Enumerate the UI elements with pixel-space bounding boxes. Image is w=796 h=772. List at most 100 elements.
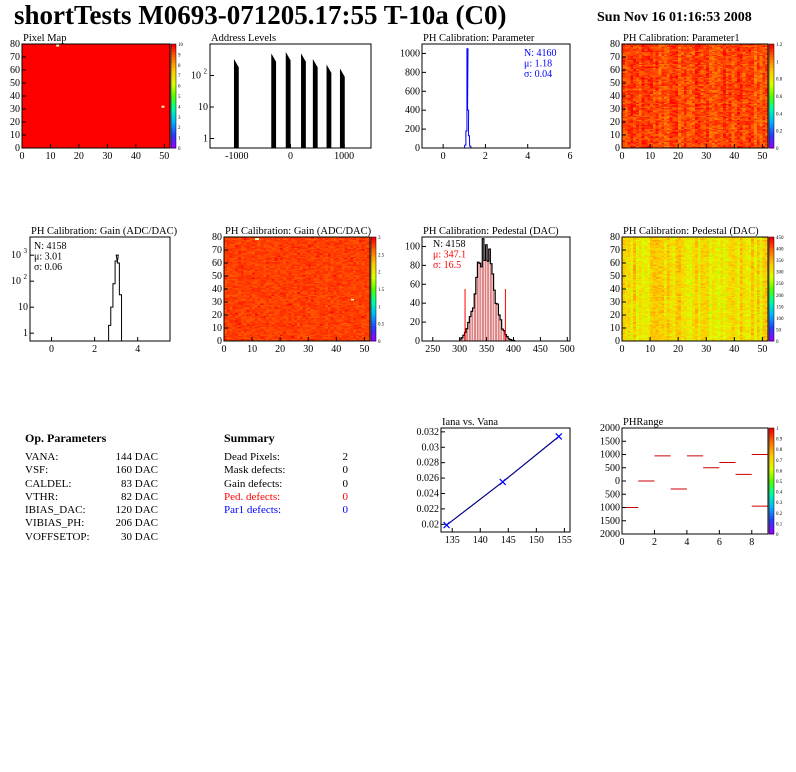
heatmap-cell xyxy=(661,70,665,72)
heatmap-cell xyxy=(672,53,676,55)
palette-cell xyxy=(171,109,176,113)
heatmap-cell xyxy=(636,50,640,53)
x-tick-label: 40 xyxy=(131,151,141,162)
heatmap-cell xyxy=(675,102,679,105)
heatmap-cell xyxy=(624,51,629,54)
y-tick-label: 1 xyxy=(203,134,208,145)
heatmap-cell xyxy=(680,60,685,63)
heatmap-cell xyxy=(627,63,631,66)
heatmap-cell xyxy=(652,124,657,127)
heatmap-cell xyxy=(678,72,682,75)
heatmap-cell xyxy=(638,103,643,106)
heatmap-cell xyxy=(630,73,634,76)
heatmap-cell xyxy=(661,111,665,114)
heatmap-cell xyxy=(627,53,631,55)
heatmap-cell xyxy=(650,85,654,88)
heatmap-cell xyxy=(638,106,643,109)
heatmap-cell xyxy=(630,135,634,137)
heatmap-cell xyxy=(675,110,679,112)
heatmap-cell xyxy=(686,64,690,67)
heatmap-cell xyxy=(686,93,690,96)
heatmap-cell xyxy=(658,83,662,85)
heatmap-cell xyxy=(680,122,685,124)
heatmap-cell xyxy=(666,76,671,79)
heatmap-cell xyxy=(683,135,687,137)
heatmap-cell xyxy=(675,60,679,63)
heatmap-cell xyxy=(655,70,659,72)
heatmap-cell xyxy=(630,119,634,122)
heatmap-cell xyxy=(683,60,687,63)
heatmap-cell xyxy=(680,145,685,148)
heatmap-cell xyxy=(627,122,631,124)
heatmap-cell xyxy=(672,75,676,77)
heatmap-cell xyxy=(675,45,679,47)
heatmap-cell xyxy=(622,99,626,102)
heatmap-cell xyxy=(683,97,687,99)
heatmap-cell xyxy=(658,128,662,131)
heatmap-cell xyxy=(675,88,679,90)
heatmap-cell xyxy=(652,80,657,83)
heatmap-cell xyxy=(641,133,645,136)
heatmap-cell xyxy=(695,99,699,102)
heatmap-cell xyxy=(661,131,665,133)
heatmap-cell xyxy=(695,80,699,83)
heatmap-cell xyxy=(655,119,659,122)
heatmap-cell xyxy=(627,141,631,144)
heatmap-cell xyxy=(641,76,645,79)
heatmap-cell xyxy=(666,122,671,124)
heatmap-cell xyxy=(686,70,690,72)
heatmap-cell xyxy=(664,76,668,79)
heatmap-cell xyxy=(630,131,634,133)
heatmap-cell xyxy=(655,67,659,70)
heatmap-cell xyxy=(636,66,640,68)
heatmap-cell xyxy=(650,62,654,64)
heatmap-cell xyxy=(655,58,659,60)
heatmap-cell xyxy=(627,128,631,131)
heatmap-cell xyxy=(664,89,668,92)
heatmap-cell xyxy=(686,114,690,116)
heatmap-cell xyxy=(627,75,631,77)
heatmap-cell xyxy=(692,116,696,119)
heatmap-cell xyxy=(644,47,648,50)
heatmap-cell xyxy=(692,63,696,66)
heatmap-cell xyxy=(686,133,690,136)
heatmap-cell xyxy=(638,68,643,71)
heatmap-cell xyxy=(661,124,665,127)
heatmap-cell xyxy=(644,80,648,83)
heatmap-cell xyxy=(661,101,665,103)
heatmap-cell xyxy=(633,145,637,148)
heatmap-cell xyxy=(686,142,690,145)
heatmap-cell xyxy=(680,112,685,115)
heatmap-cell xyxy=(664,118,668,120)
heatmap-cell xyxy=(644,118,648,120)
heatmap-cell xyxy=(689,59,693,62)
heatmap-cell xyxy=(647,128,651,131)
heatmap-cell xyxy=(669,137,673,140)
heatmap-cell xyxy=(689,94,693,97)
heatmap-cell xyxy=(622,125,626,128)
heatmap-cell xyxy=(627,110,631,112)
heatmap-cell xyxy=(695,88,699,90)
heatmap-cell xyxy=(647,94,651,97)
heatmap-cell xyxy=(675,133,679,136)
palette-cell xyxy=(171,75,176,79)
heatmap-cell xyxy=(636,112,640,115)
heatmap-cell xyxy=(627,60,631,63)
heatmap-cell xyxy=(633,62,637,64)
heatmap-cell xyxy=(658,141,662,144)
heatmap-cell xyxy=(652,45,657,47)
heatmap-cell xyxy=(692,110,696,112)
heatmap-cell xyxy=(633,59,637,62)
heatmap-cell xyxy=(658,59,662,62)
heatmap-cell xyxy=(630,144,634,146)
heatmap-cell xyxy=(689,138,693,141)
heatmap-cell xyxy=(661,138,665,141)
heatmap-cell xyxy=(650,66,654,68)
heatmap-cell xyxy=(666,111,671,114)
heatmap-cell xyxy=(636,89,640,92)
heatmap-cell xyxy=(647,88,651,90)
heatmap-cell xyxy=(652,92,657,94)
x-tick-label: 6 xyxy=(568,151,573,162)
heatmap-cell xyxy=(650,68,654,71)
heatmap-cell xyxy=(666,132,671,135)
